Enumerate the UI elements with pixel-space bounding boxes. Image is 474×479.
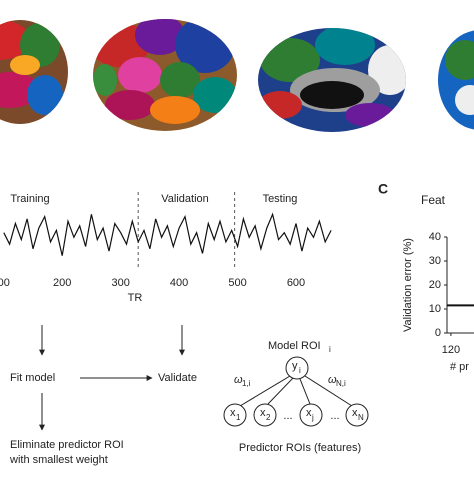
node-label: x xyxy=(260,407,266,419)
y-tick-label: 10 xyxy=(429,303,441,315)
y-tick-label: 20 xyxy=(429,279,441,291)
node-label: i xyxy=(299,366,301,375)
node-label: x xyxy=(306,407,312,419)
node xyxy=(299,403,323,427)
node-label: x xyxy=(352,407,358,419)
node-label: 2 xyxy=(266,413,271,422)
edge xyxy=(299,378,311,405)
x-tick-label: 500 xyxy=(228,277,246,289)
node-label: j xyxy=(311,413,314,422)
ellipsis: ... xyxy=(283,410,292,422)
brain-image xyxy=(258,28,406,132)
x-tick-label: 600 xyxy=(287,277,305,289)
series-line xyxy=(3,212,332,256)
node-label: y xyxy=(292,360,298,372)
x-tick-label: 400 xyxy=(170,277,188,289)
x-axis-label: TR xyxy=(128,292,143,304)
region-label: Testing xyxy=(263,193,298,205)
y-tick-label: 30 xyxy=(429,255,441,267)
ellipsis: ... xyxy=(330,410,339,422)
x-tick-label: 00 xyxy=(0,277,10,289)
y-axis-label: Validation error (%) xyxy=(402,238,414,332)
edge xyxy=(267,377,294,405)
network-label: i xyxy=(329,345,331,354)
node xyxy=(285,356,309,380)
node-label: x xyxy=(230,407,236,419)
weight-label: ω xyxy=(328,374,337,386)
flow-step: with smallest weight xyxy=(9,454,108,466)
brain-image xyxy=(438,30,474,130)
weight-label: N,i xyxy=(336,379,346,388)
edge xyxy=(304,375,353,407)
weight-label: ω xyxy=(234,374,243,386)
node-label: 1 xyxy=(236,413,241,422)
node xyxy=(345,403,369,427)
flow-step: Eliminate predictor ROI xyxy=(10,439,124,451)
brain-image xyxy=(93,19,237,131)
edge xyxy=(239,375,291,407)
x-tick-label: 200 xyxy=(53,277,71,289)
y-tick-label: 0 xyxy=(435,327,441,339)
chart-title: Feat xyxy=(421,193,446,207)
node xyxy=(223,403,247,427)
x-tick-label: 120 xyxy=(442,344,460,356)
caption: Predictor ROIs (features) xyxy=(239,442,361,454)
y-tick-label: 40 xyxy=(429,231,441,243)
node xyxy=(253,403,277,427)
x-tick-label: 300 xyxy=(111,277,129,289)
weight-label: 1,i xyxy=(242,379,251,388)
x-axis-label: # pr xyxy=(450,361,469,373)
flow-step: Fit model xyxy=(10,372,55,384)
flow-step: Validate xyxy=(158,372,197,384)
region-label: Validation xyxy=(161,193,209,205)
region-label: Training xyxy=(10,193,49,205)
brain-image xyxy=(0,20,68,124)
node-label: N xyxy=(358,413,364,422)
network-label: Model ROI xyxy=(268,340,321,352)
panel-label: C xyxy=(378,181,388,197)
